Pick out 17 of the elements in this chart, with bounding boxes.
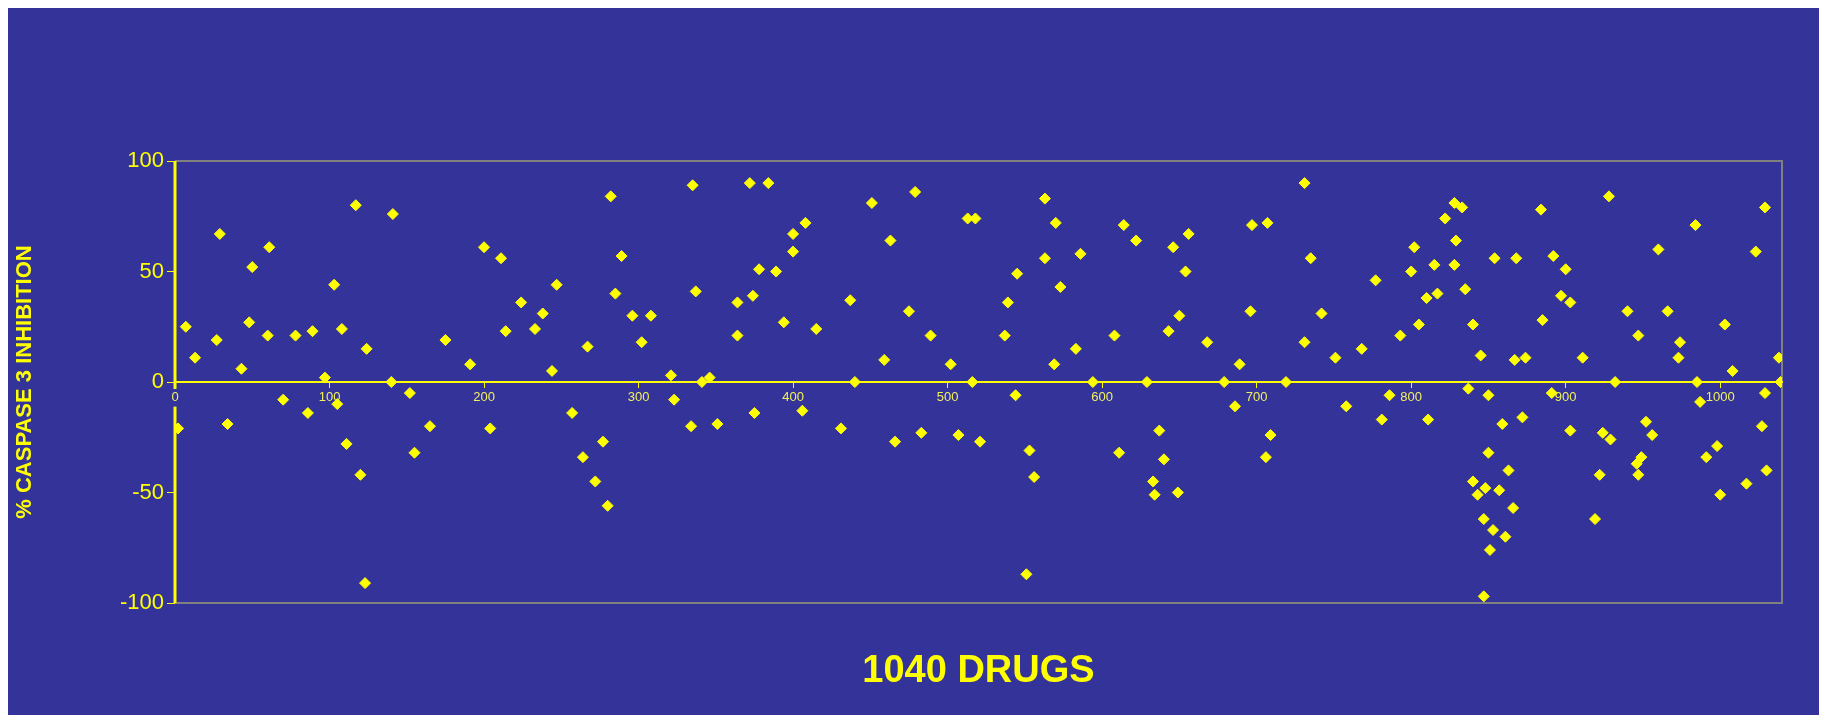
- x-tick-label: 900: [1554, 389, 1577, 405]
- x-tick-label: 100: [318, 389, 341, 405]
- x-tick-label: 0: [171, 389, 179, 405]
- x-axis-title: 1040 DRUGS: [861, 648, 1096, 691]
- x-tick-label: 600: [1091, 389, 1113, 405]
- x-tick-label: 800: [1400, 389, 1423, 405]
- x-tick-label: 200: [473, 389, 495, 405]
- y-tick-label: -50: [132, 478, 164, 504]
- x-tick-label: 400: [782, 389, 804, 405]
- y-axis-title: % CASPASE 3 INHIBITION: [11, 245, 37, 519]
- x-tick-label: 1000: [1705, 389, 1735, 405]
- y-tick-label: 100: [127, 147, 164, 173]
- x-tick-label: 300: [627, 389, 650, 405]
- y-tick-label: 50: [139, 257, 164, 283]
- x-tick-label: 700: [1245, 389, 1268, 405]
- x-tick-label: 500: [936, 389, 959, 405]
- y-tick-label: -100: [119, 589, 164, 615]
